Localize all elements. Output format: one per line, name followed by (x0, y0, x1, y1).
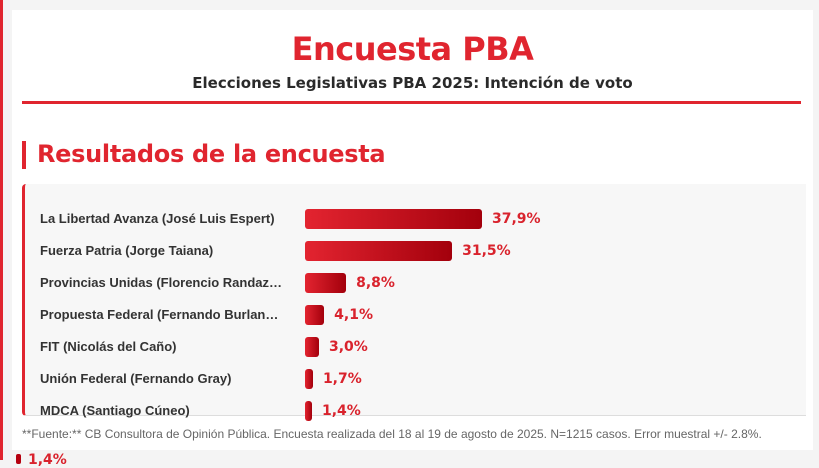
bar-label: Provincias Unidas (Florencio Randaz… (40, 275, 282, 290)
bar-row: La Libertad Avanza (José Luis Espert) 37,… (25, 208, 806, 230)
section-title: Resultados de la encuesta (37, 140, 386, 168)
bar (305, 369, 313, 389)
bar (305, 337, 319, 357)
bar (305, 209, 482, 229)
bar-value-label: 1,7% (322, 371, 362, 387)
bar (305, 273, 347, 293)
bar-row: Propuesta Federal (Fernando Burlan… 4,1% (25, 304, 806, 326)
page-subtitle: Elecciones Legislativas PBA 2025: Intenc… (192, 74, 633, 92)
partial-bar (16, 454, 21, 464)
left-accent-edge (0, 0, 3, 460)
bar-label: La Libertad Avanza (José Luis Espert) (40, 211, 275, 226)
bar-value-label: 31,5% (462, 243, 511, 259)
bar-value-label: 3,0% (329, 339, 368, 355)
bar (305, 401, 312, 421)
bar-label: Unión Federal (Fernando Gray) (40, 371, 232, 386)
results-bar-chart: La Libertad Avanza (José Luis Espert) 37,… (22, 184, 806, 421)
bar-value-label: 4,1% (334, 307, 373, 323)
bar-label: Propuesta Federal (Fernando Burlan… (40, 307, 279, 322)
bar-value-label: 1,4% (322, 403, 361, 419)
bar-label: MDCA (Santiago Cúneo) (40, 403, 190, 418)
bar-label: FIT (Nicolás del Caño) (40, 339, 177, 354)
bar (305, 241, 453, 261)
bar-row: Unión Federal (Fernando Gray) 1,7% (25, 368, 806, 390)
bar-row: Fuerza Patria (Jorge Taiana) 31,5% (25, 240, 806, 262)
bar-row: Provincias Unidas (Florencio Randaz… 8,8% (25, 272, 806, 294)
bar-row: MDCA (Santiago Cúneo) 1,4% (25, 400, 806, 422)
bar-value-label: 8,8% (356, 275, 395, 291)
survey-card: Encuesta PBA Elecciones Legislativas PBA… (12, 10, 813, 450)
bar-value-label: 37,9% (491, 211, 541, 227)
title-divider (22, 101, 801, 104)
bar-label: Fuerza Patria (Jorge Taiana) (40, 243, 214, 258)
bar (305, 305, 325, 325)
section-accent-bar (22, 141, 26, 169)
source-footnote: **Fuente:** CB Consultora de Opinión Púb… (22, 427, 762, 441)
partial-value-label: 1,4% (28, 452, 67, 468)
bar-row: FIT (Nicolás del Caño) 3,0% (25, 336, 806, 358)
page-title: Encuesta PBA (291, 30, 534, 68)
